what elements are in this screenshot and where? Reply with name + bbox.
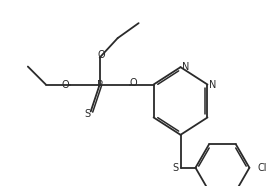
- Text: S: S: [85, 109, 91, 119]
- Text: O: O: [97, 50, 105, 60]
- Text: S: S: [172, 163, 178, 173]
- Text: Cl: Cl: [258, 163, 267, 173]
- Text: N: N: [209, 79, 217, 90]
- Text: O: O: [129, 78, 137, 88]
- Text: O: O: [61, 79, 69, 90]
- Text: P: P: [97, 79, 103, 90]
- Text: N: N: [182, 62, 190, 72]
